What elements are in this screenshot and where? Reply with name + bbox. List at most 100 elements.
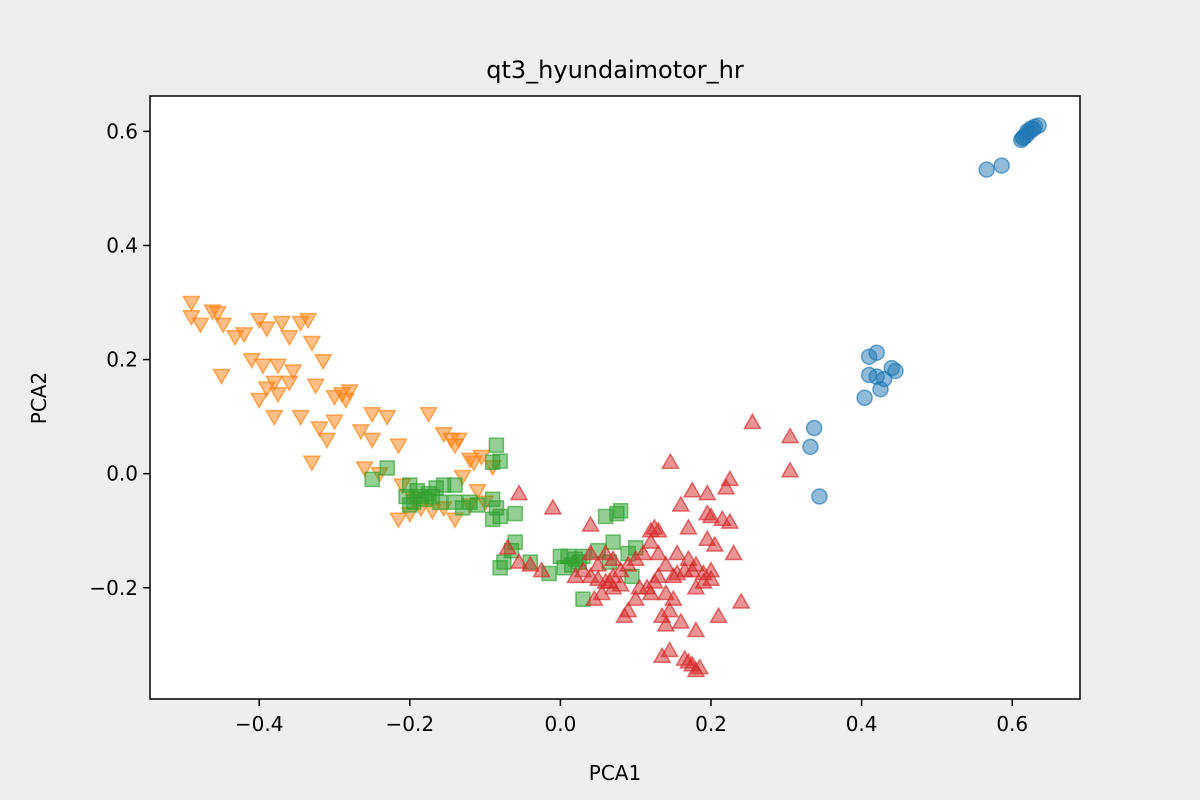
data-point-triangle-down	[249, 392, 269, 410]
y-tick-label: 0.2	[106, 348, 138, 372]
data-point-triangle-down	[355, 461, 374, 478]
data-point-triangle-up	[686, 621, 706, 638]
data-point-square	[556, 560, 572, 576]
data-point-triangle-down	[268, 358, 288, 375]
data-point-triangle-up	[724, 544, 743, 561]
data-point-square	[492, 560, 508, 576]
data-point-circle	[811, 488, 828, 505]
data-point-square	[432, 494, 448, 510]
data-point-triangle-down	[249, 312, 269, 330]
data-point-triangle-down	[298, 312, 318, 330]
data-point-triangle-down	[283, 364, 303, 381]
x-tick-label: 0.6	[996, 712, 1028, 736]
data-point-circle	[860, 366, 878, 384]
data-point-triangle-up	[671, 612, 691, 629]
data-point-triangle-up	[603, 549, 623, 566]
data-point-triangle-up	[701, 569, 721, 586]
data-point-triangle-down	[419, 407, 438, 424]
data-point-triangle-up	[532, 561, 551, 578]
data-point-circle	[872, 380, 889, 398]
data-point-square	[379, 460, 395, 476]
data-point-triangle-up	[671, 495, 691, 512]
data-point-triangle-down	[212, 368, 231, 386]
data-point-triangle-up	[600, 572, 619, 589]
data-point-triangle-down	[213, 317, 233, 334]
data-point-triangle-up	[660, 640, 679, 658]
data-point-triangle-up	[705, 535, 725, 552]
data-point-triangle-up	[720, 512, 740, 529]
data-point-circle	[993, 157, 1010, 174]
data-point-triangle-down	[272, 315, 292, 332]
data-point-triangle-up	[509, 484, 529, 501]
data-point-triangle-up	[584, 589, 604, 606]
data-point-triangle-up	[520, 555, 540, 572]
data-point-triangle-down	[182, 295, 201, 313]
data-point-circle	[802, 438, 819, 456]
data-point-triangle-down	[280, 329, 299, 347]
data-point-square	[492, 453, 508, 469]
data-point-triangle-down	[389, 512, 408, 529]
data-point-triangle-down	[362, 407, 382, 424]
data-point-triangle-up	[731, 592, 751, 609]
data-point-triangle-up	[581, 515, 600, 532]
data-point-circle	[868, 344, 885, 361]
data-point-square	[364, 471, 380, 488]
data-point-triangle-up	[716, 478, 736, 495]
data-point-triangle-up	[701, 506, 721, 524]
data-point-triangle-down	[280, 375, 299, 392]
data-point-triangle-up	[697, 484, 717, 501]
data-point-square	[597, 508, 614, 525]
x-tick-label: −0.4	[235, 712, 284, 736]
data-point-triangle-up	[641, 532, 661, 549]
chart-title: qt3_hyundaimotor_hr	[486, 56, 744, 84]
data-point-triangle-up	[649, 521, 668, 538]
data-point-triangle-down	[306, 378, 325, 395]
data-point-circle	[978, 161, 995, 178]
data-point-triangle-up	[626, 589, 646, 606]
data-point-triangle-down	[291, 409, 310, 427]
x-tick-label: 0.4	[846, 712, 878, 736]
data-point-triangle-down	[253, 358, 273, 375]
data-point-triangle-up	[656, 615, 676, 632]
data-point-triangle-down	[268, 387, 288, 404]
data-point-triangle-down	[325, 389, 344, 407]
data-point-square	[447, 477, 463, 493]
plot-frame	[149, 95, 1081, 700]
data-point-square	[605, 534, 621, 550]
data-point-square	[507, 505, 523, 522]
x-tick-label: 0.2	[695, 712, 727, 736]
data-point-triangle-down	[377, 409, 397, 427]
data-point-triangle-down	[340, 384, 359, 401]
data-point-triangle-down	[313, 353, 333, 371]
data-point-triangle-down	[302, 455, 322, 472]
data-point-circle	[856, 389, 873, 407]
data-point-triangle-down	[389, 438, 408, 455]
data-point-triangle-up	[611, 575, 630, 592]
data-point-triangle-up	[686, 660, 706, 678]
data-point-triangle-up	[543, 498, 563, 515]
data-point-triangle-up	[581, 544, 600, 561]
data-point-triangle-down	[191, 317, 210, 334]
data-point-square	[612, 502, 629, 519]
x-tick-label: 0.0	[544, 712, 576, 736]
y-tick-label: 0.6	[106, 119, 138, 143]
data-point-square	[402, 497, 418, 513]
data-point-triangle-up	[667, 544, 687, 561]
data-point-triangle-up	[649, 566, 668, 584]
data-point-triangle-up	[615, 606, 634, 624]
data-point-triangle-down	[464, 455, 484, 472]
y-axis-label: PCA2	[27, 372, 51, 424]
data-points	[182, 117, 1047, 678]
axes: −0.4 −0.2 0.0 0.2 0.4 0.6 −0.2 0.0 0.2 0.4 0.6	[89, 119, 1028, 736]
y-tick-label: −0.2	[89, 576, 138, 600]
data-point-triangle-down	[325, 414, 344, 431]
data-point-triangle-up	[641, 583, 661, 601]
data-point-circle	[1025, 120, 1042, 138]
data-point-triangle-up	[566, 566, 585, 584]
data-point-square	[488, 437, 505, 453]
data-point-triangle-up	[743, 412, 762, 430]
data-point-triangle-down	[445, 438, 465, 455]
data-point-triangle-up	[780, 427, 800, 444]
data-point-triangle-down	[351, 424, 371, 441]
